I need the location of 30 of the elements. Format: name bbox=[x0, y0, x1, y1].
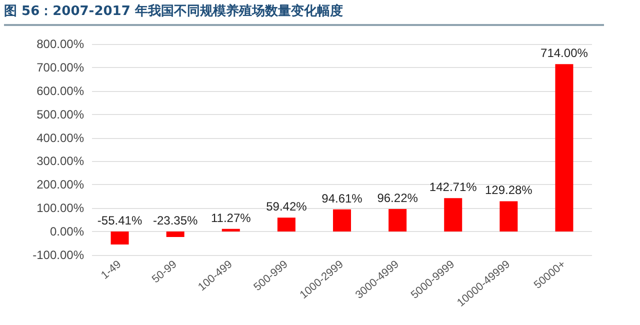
y-tick-label: 800.00% bbox=[36, 37, 84, 51]
bar bbox=[500, 201, 518, 232]
bar bbox=[166, 232, 184, 238]
y-tick-label: 500.00% bbox=[36, 107, 84, 122]
y-tick-label: 0.00% bbox=[50, 224, 84, 239]
bar bbox=[444, 198, 462, 232]
y-tick-label: 100.00% bbox=[36, 201, 84, 216]
data-label: -55.41% bbox=[97, 214, 142, 228]
y-tick-label: 200.00% bbox=[36, 178, 84, 192]
data-label: 142.71% bbox=[429, 180, 478, 194]
x-tick-label: 1-49 bbox=[99, 258, 124, 282]
y-tick-label: -100.00% bbox=[32, 248, 84, 262]
chart-title: 图 56：2007-2017 年我国不同规模养殖场数量变化幅度 bbox=[4, 2, 604, 26]
y-tick-label: 700.00% bbox=[36, 60, 84, 74]
bar bbox=[333, 209, 351, 232]
data-label: 714.00% bbox=[540, 46, 588, 60]
bar bbox=[110, 232, 129, 245]
data-label: 96.22% bbox=[377, 190, 418, 205]
y-tick-label: 400.00% bbox=[36, 130, 84, 145]
y-tick-label: 300.00% bbox=[36, 154, 84, 168]
data-label: 129.28% bbox=[484, 183, 533, 198]
data-label: 59.42% bbox=[266, 200, 308, 214]
data-label: 94.61% bbox=[322, 191, 363, 206]
bar bbox=[388, 208, 407, 232]
y-tick-label: 600.00% bbox=[36, 84, 84, 98]
bar bbox=[222, 228, 240, 232]
data-label: -23.35% bbox=[152, 214, 198, 228]
bar bbox=[277, 218, 296, 232]
data-label: 11.27% bbox=[210, 210, 252, 225]
bar bbox=[555, 64, 574, 232]
